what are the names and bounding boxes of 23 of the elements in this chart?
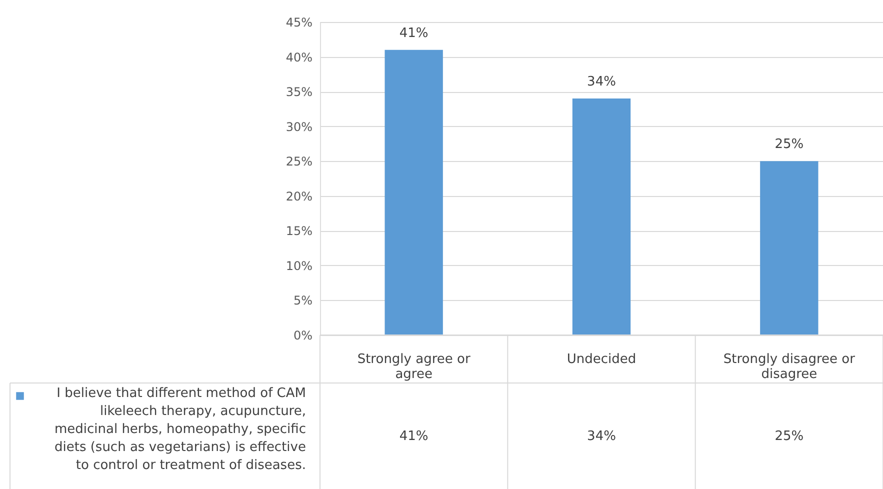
y-tick-label: 45%	[286, 16, 312, 30]
bar	[760, 161, 818, 335]
bar	[572, 98, 631, 335]
legend-label: I believe that different method of CAM likeleech therapy, acupuncture, medicinal herbs, homeopathy, specific diets (such as vegetarians) is effective to control or treatment of diseases.	[54, 386, 306, 473]
y-tick-label: 0%	[293, 328, 312, 342]
y-tick-label: 25%	[286, 154, 312, 169]
x-tick-label: Strongly disagree or disagree	[723, 352, 856, 382]
y-tick-label: 20%	[286, 189, 312, 204]
y-tick-label: 5%	[293, 294, 312, 308]
y-tick-label: 30%	[286, 120, 312, 134]
y-tick-label: 35%	[286, 85, 312, 100]
text: 41%	[399, 26, 428, 41]
bar	[384, 50, 443, 335]
text: 25%	[774, 137, 804, 152]
x-tick-label: Strongly agree or agree	[357, 352, 471, 382]
data-label: 25%	[774, 429, 804, 444]
data-label: 34%	[587, 429, 616, 444]
y-tick-label: 15%	[286, 224, 312, 238]
text: 34%	[587, 74, 616, 90]
y-tick-label: 10%	[286, 258, 312, 273]
x-tick-label: Undecided	[566, 352, 636, 367]
y-tick-label: 40%	[286, 50, 312, 64]
data-label: 41%	[399, 429, 428, 444]
